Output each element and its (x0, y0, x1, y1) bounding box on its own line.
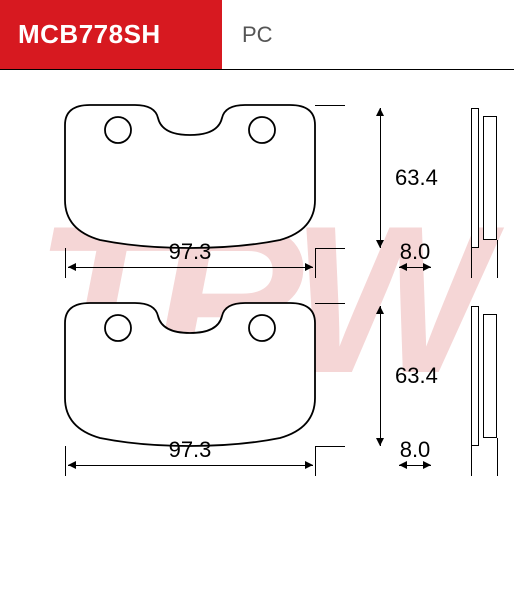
width-dimension-top: 97.3 (40, 267, 340, 268)
height-value-bottom: 63.4 (395, 363, 438, 389)
thickness-dimension-top: 8.0 (385, 267, 445, 268)
part-number: MCB778SH (0, 0, 222, 69)
product-code: PC (222, 0, 514, 69)
thickness-value-top: 8.0 (400, 239, 431, 265)
brake-pad-bottom-side (471, 306, 494, 446)
brake-pad-top-front (40, 100, 340, 255)
brake-pad-top-side (471, 108, 494, 248)
brake-pad-bottom-front (40, 298, 340, 453)
header: MCB778SH PC (0, 0, 514, 70)
thickness-value-bottom: 8.0 (400, 437, 431, 463)
height-value-top: 63.4 (395, 165, 438, 191)
width-value-top: 97.3 (169, 239, 212, 265)
thickness-dimension-bottom: 8.0 (385, 465, 445, 466)
width-value-bottom: 97.3 (169, 437, 212, 463)
height-dimension-top: 63.4 (350, 108, 411, 248)
width-dimension-bottom: 97.3 (40, 465, 340, 466)
height-dimension-bottom: 63.4 (350, 306, 411, 446)
diagram-area: 63.4 97.3 8.0 (0, 70, 514, 486)
